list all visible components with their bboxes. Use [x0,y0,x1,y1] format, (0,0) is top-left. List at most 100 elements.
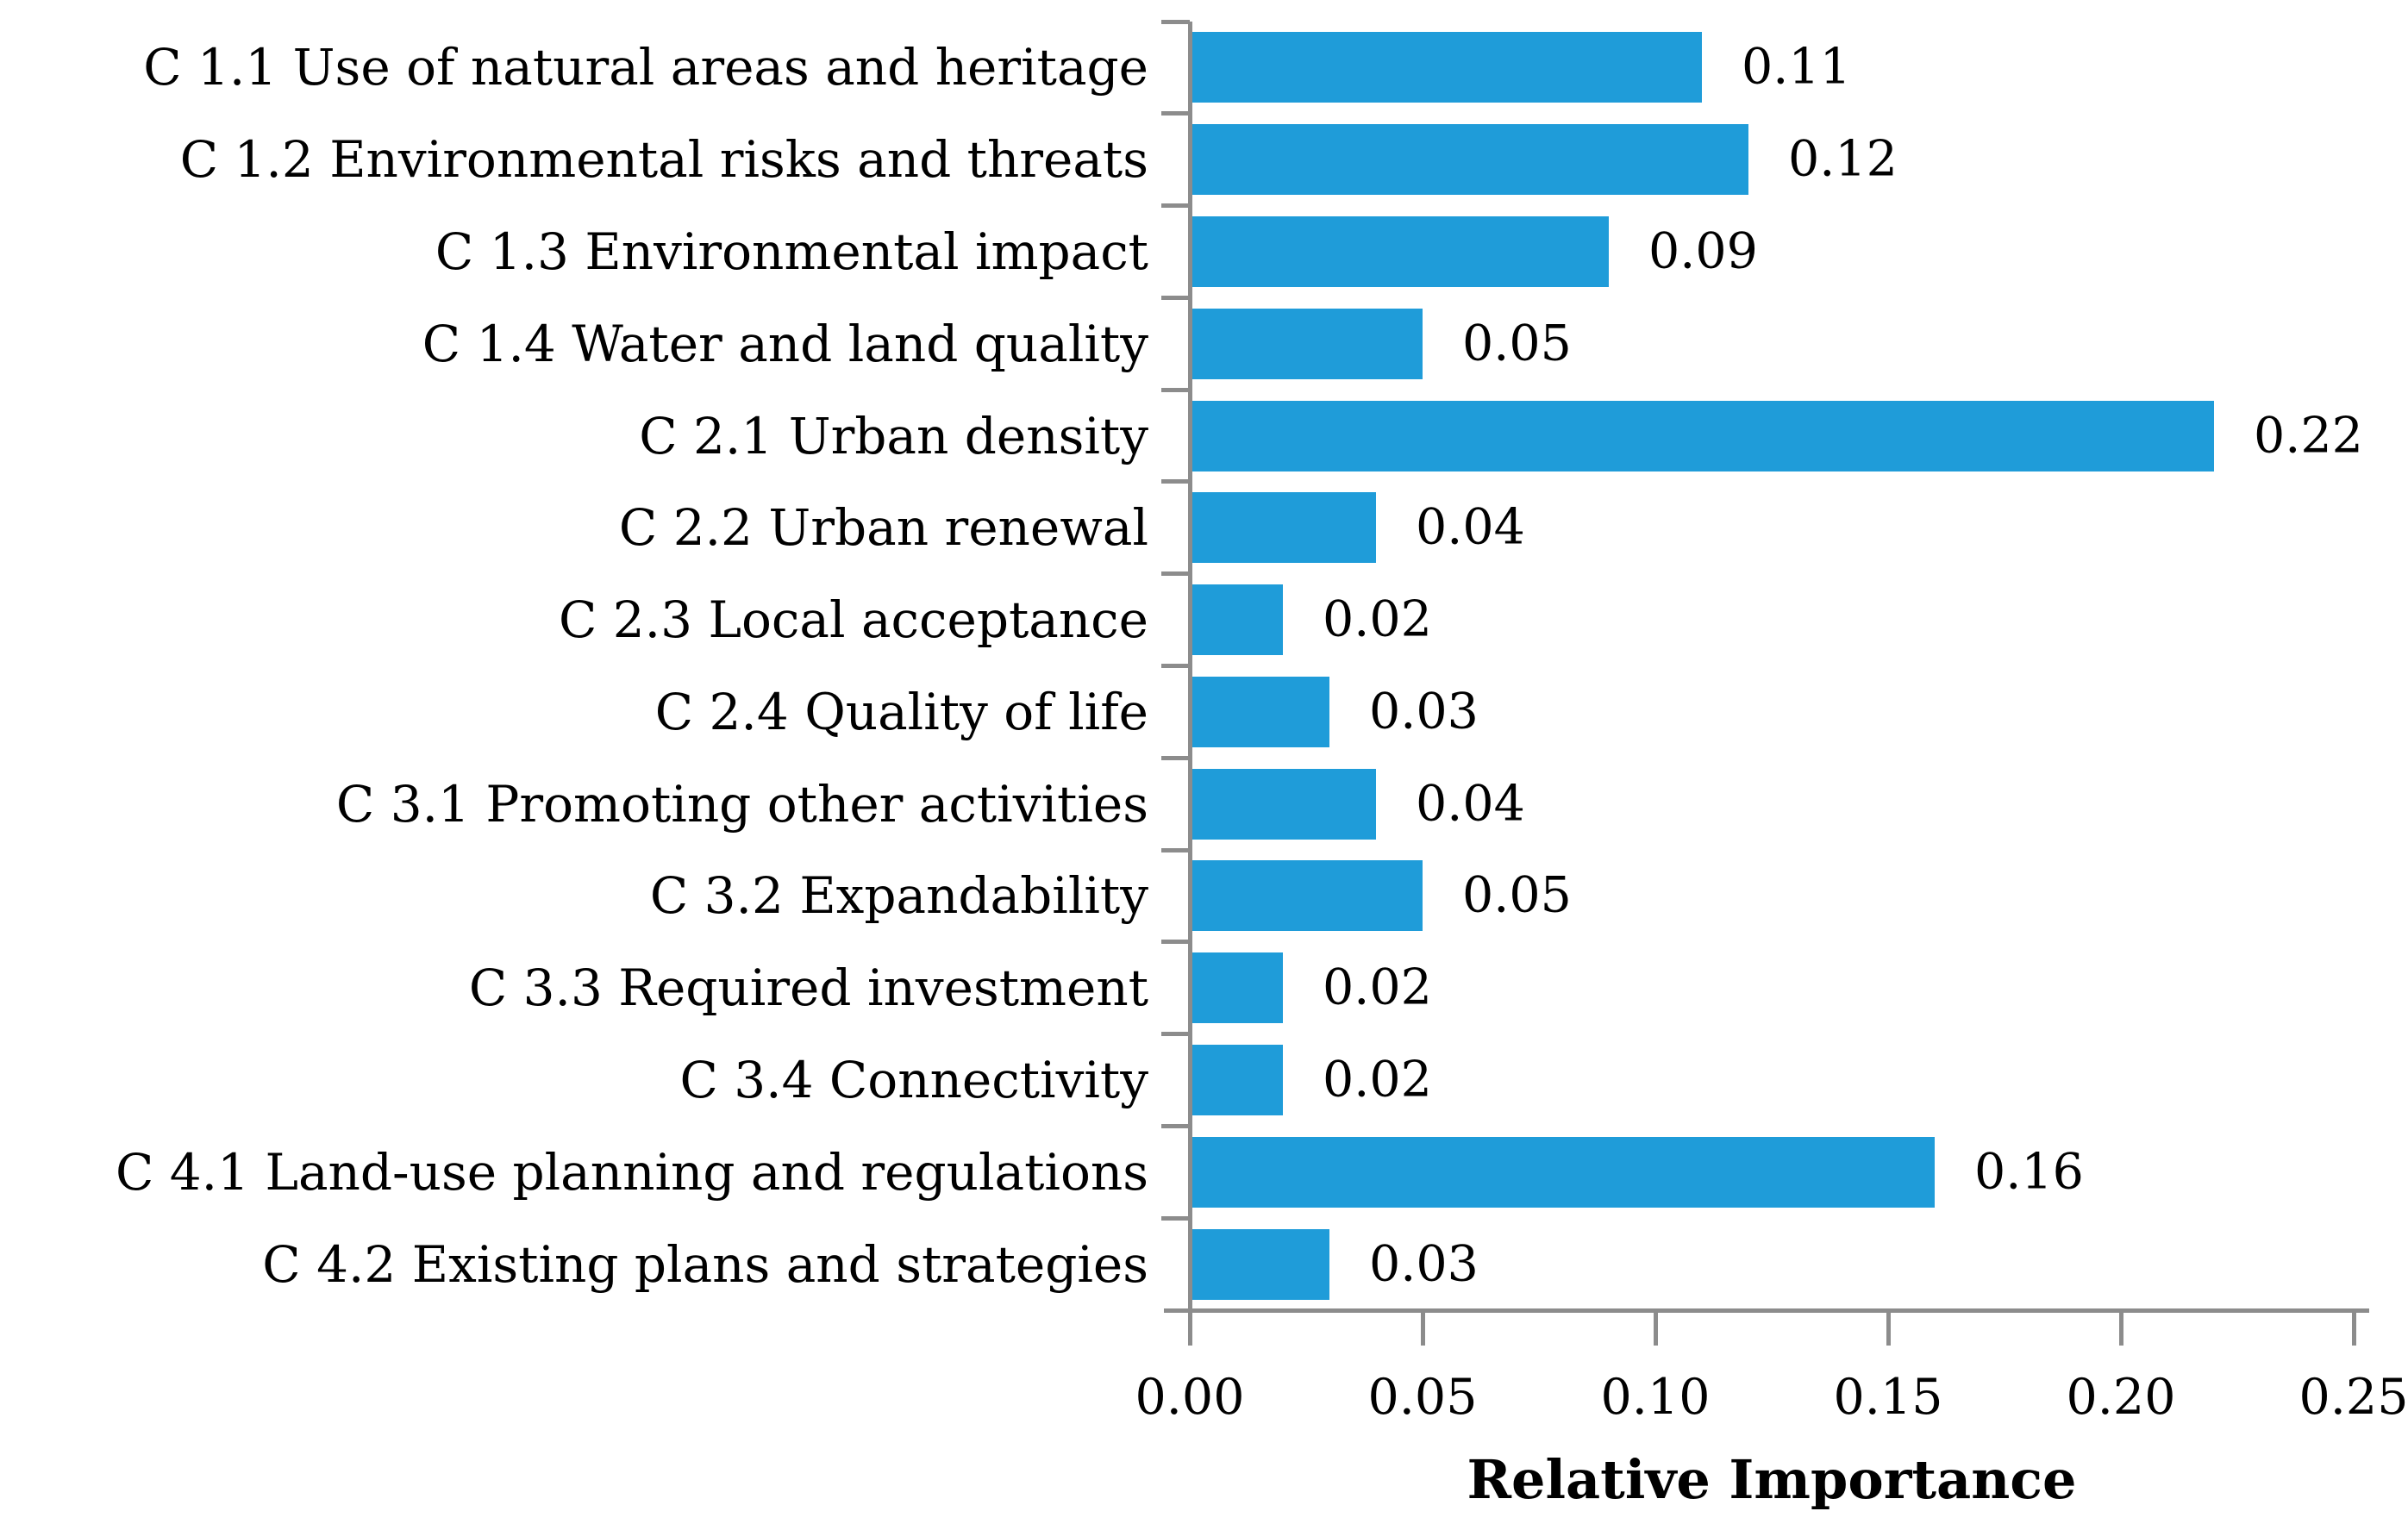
x-axis-line [1164,1308,2369,1313]
bar-row: C 1.4 Water and land quality 0.05 [0,297,2367,390]
bar [1190,308,1423,379]
category-label: C 2.1 Urban density [639,406,1148,465]
x-axis-tick [1187,1313,1192,1346]
x-axis-tick-label: 0.00 [1135,1369,1245,1426]
y-axis-tick [1161,203,1190,209]
bar-row: C 2.1 Urban density 0.22 [0,390,2367,482]
y-axis-tick [1161,1123,1190,1128]
category-label: C 4.2 Existing plans and strategies [262,1234,1148,1294]
category-label: C 1.1 Use of natural areas and heritage [143,38,1148,97]
bar [1190,584,1283,656]
x-axis-tick-label: 0.15 [1833,1369,1943,1426]
x-axis-tick-label: 0.10 [1600,1369,1711,1426]
value-label: 0.03 [1369,1235,1479,1293]
bar-track: 0.04 [1190,492,2354,564]
bar [1190,1136,1935,1208]
category-label: C 3.4 Connectivity [679,1050,1148,1109]
x-axis-tick [1653,1313,1658,1346]
bar-row: C 1.2 Environmental risks and threats 0.1… [0,114,2367,206]
bar-row: C 2.4 Quality of life 0.03 [0,665,2367,758]
bar-track: 0.03 [1190,676,2354,747]
y-axis-tick [1161,295,1190,300]
x-axis-tick [2351,1313,2356,1346]
value-label: 0.02 [1323,1051,1432,1108]
y-axis-tick [1161,571,1190,577]
bar [1190,124,1748,196]
bar-track: 0.03 [1190,1228,2354,1300]
category-label: C 2.2 Urban renewal [618,498,1148,558]
y-axis-line [1188,22,1192,1313]
category-label: C 1.2 Environmental risks and threats [179,130,1148,190]
bar-track: 0.02 [1190,584,2354,656]
bar [1190,215,1609,287]
category-label: C 3.3 Required investment [468,959,1148,1018]
bar [1190,676,1329,747]
bar-track: 0.09 [1190,215,2354,287]
bar-row: C 4.1 Land-use planning and regulations 0… [0,1126,2367,1218]
x-axis-tick [1886,1313,1891,1346]
category-label: C 3.1 Promoting other activities [335,774,1148,834]
bar-track: 0.05 [1190,308,2354,379]
value-label: 0.04 [1416,498,1525,556]
x-axis-title: Relative Importance [1467,1448,2077,1511]
bar [1190,1044,1283,1115]
bar-row: C 3.2 Expandability 0.05 [0,850,2367,942]
y-axis-tick [1161,755,1190,760]
bar-row: C 1.3 Environmental impact 0.09 [0,206,2367,298]
y-axis-tick [1161,940,1190,945]
y-axis-tick [1161,19,1190,24]
bar-row: C 3.3 Required investment 0.02 [0,942,2367,1034]
bar-track: 0.05 [1190,860,2354,932]
value-label: 0.02 [1323,959,1432,1016]
bar-row: C 4.2 Existing plans and strategies 0.03 [0,1218,2367,1310]
bar-track: 0.04 [1190,768,2354,840]
value-label: 0.03 [1369,683,1479,740]
bar-row: C 3.1 Promoting other activities 0.04 [0,758,2367,850]
bar [1190,32,1702,103]
x-axis-tick [2118,1313,2123,1346]
bar [1190,492,1376,564]
bar-track: 0.22 [1190,400,2363,471]
category-label: C 1.3 Environmental impact [435,222,1148,281]
x-axis-tick-label: 0.20 [2066,1369,2176,1426]
y-axis-tick [1161,479,1190,484]
category-label: C 2.3 Local acceptance [558,590,1148,650]
bar-row: C 2.3 Local acceptance 0.02 [0,574,2367,666]
bar-row: C 2.2 Urban renewal 0.04 [0,482,2367,574]
category-label: C 1.4 Water and land quality [422,314,1148,373]
bar-track: 0.11 [1190,32,2354,103]
value-label: 0.05 [1462,866,1572,924]
bar-row: C 1.1 Use of natural areas and heritage 0… [0,22,2367,114]
x-axis-tick-label: 0.05 [1367,1369,1478,1426]
bar-track: 0.12 [1190,124,2354,196]
y-axis-tick [1161,1032,1190,1037]
bar [1190,952,1283,1024]
bar [1190,860,1423,932]
bar [1190,400,2214,471]
bar [1190,768,1376,840]
value-label: 0.04 [1416,775,1525,833]
value-label: 0.11 [1742,38,1851,96]
x-axis-tick [1420,1313,1425,1346]
value-label: 0.05 [1462,315,1572,372]
category-label: C 4.1 Land-use planning and regulations [115,1142,1148,1202]
value-label: 0.12 [1788,130,1898,188]
bar-row: C 3.4 Connectivity 0.02 [0,1034,2367,1127]
value-label: 0.02 [1323,590,1432,648]
bar-track: 0.16 [1190,1136,2354,1208]
bar-track: 0.02 [1190,952,2354,1024]
y-axis-tick [1161,387,1190,392]
y-axis-tick [1161,111,1190,116]
y-axis-tick [1161,664,1190,668]
bar [1190,1228,1329,1300]
y-axis-tick [1161,847,1190,852]
y-axis-tick [1161,1215,1190,1221]
value-label: 0.09 [1648,222,1758,280]
plot-area: C 1.1 Use of natural areas and heritage 0… [0,22,2367,1310]
x-axis-tick-label: 0.25 [2299,1369,2408,1426]
category-label: C 2.4 Quality of life [654,682,1148,741]
bar-track: 0.02 [1190,1044,2354,1115]
value-label: 0.16 [1974,1143,2084,1201]
category-label: C 3.2 Expandability [649,866,1148,926]
